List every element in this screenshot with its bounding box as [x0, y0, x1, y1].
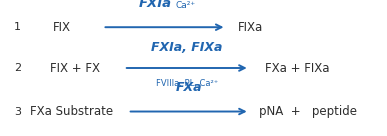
Text: FXa + FIXa: FXa + FIXa [265, 61, 330, 75]
Text: FXa Substrate: FXa Substrate [30, 105, 113, 118]
Text: FXa: FXa [175, 81, 202, 94]
Text: FIX + FX: FIX + FX [50, 61, 101, 75]
Text: FXIa, FIXa: FXIa, FIXa [151, 41, 223, 54]
Text: FIX: FIX [53, 21, 71, 34]
Text: FVIIIa, PL, Ca²⁺: FVIIIa, PL, Ca²⁺ [156, 79, 218, 88]
Text: 1: 1 [14, 22, 21, 32]
Text: 3: 3 [14, 106, 21, 117]
Text: FXIa: FXIa [138, 0, 171, 10]
Text: 2: 2 [14, 63, 21, 73]
Text: Ca²⁺: Ca²⁺ [176, 1, 196, 10]
Text: pNA  +   peptide: pNA + peptide [259, 105, 357, 118]
Text: FIXa: FIXa [238, 21, 263, 34]
